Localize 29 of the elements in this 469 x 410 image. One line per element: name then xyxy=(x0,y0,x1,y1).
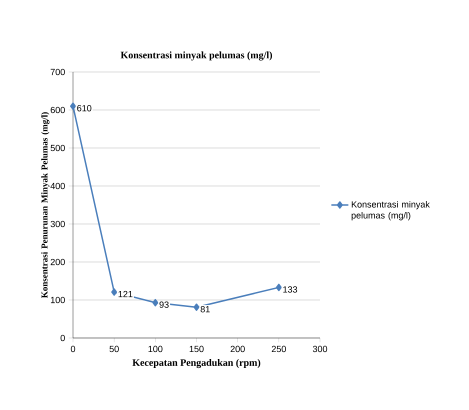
data-label: 121 xyxy=(118,290,132,298)
y-axis-title: Konsentrasi Penurunan Minyak Pelumas (mg/l) xyxy=(41,112,50,298)
y-tick-label: 700 xyxy=(50,68,65,76)
x-tick-label: 0 xyxy=(70,346,76,352)
y-tick-label: 300 xyxy=(50,220,65,228)
x-tick-label: 100 xyxy=(148,346,162,352)
y-tick-label: 400 xyxy=(50,182,65,190)
y-tick-label: 0 xyxy=(60,334,65,342)
y-tick-label: 200 xyxy=(50,258,65,266)
point xyxy=(276,284,282,292)
x-axis-title: Kecepatan Pengadukan (rpm) xyxy=(132,358,260,368)
y-tick-label: 500 xyxy=(50,144,65,152)
x-tick-label: 300 xyxy=(312,346,328,352)
point xyxy=(194,303,200,311)
x-tick-label: 150 xyxy=(190,346,204,352)
data-label: 610 xyxy=(77,105,92,112)
point xyxy=(111,288,118,296)
data-label: 81 xyxy=(200,306,210,312)
legend-label: Konsentrasi minyak pelumas (mg/l) xyxy=(352,201,430,220)
chart-title: Konsentrasi minyak pelumas (mg/l) xyxy=(120,51,272,61)
point xyxy=(152,298,158,306)
x-tick-label: 50 xyxy=(110,346,119,352)
point xyxy=(70,102,76,110)
x-tick-label: 250 xyxy=(272,346,286,352)
data-label: 133 xyxy=(283,286,298,293)
y-tick-label: 100 xyxy=(50,296,65,304)
x-tick-label: 200 xyxy=(230,346,245,352)
y-tick-label: 600 xyxy=(50,106,65,114)
data-label: 93 xyxy=(160,301,169,308)
